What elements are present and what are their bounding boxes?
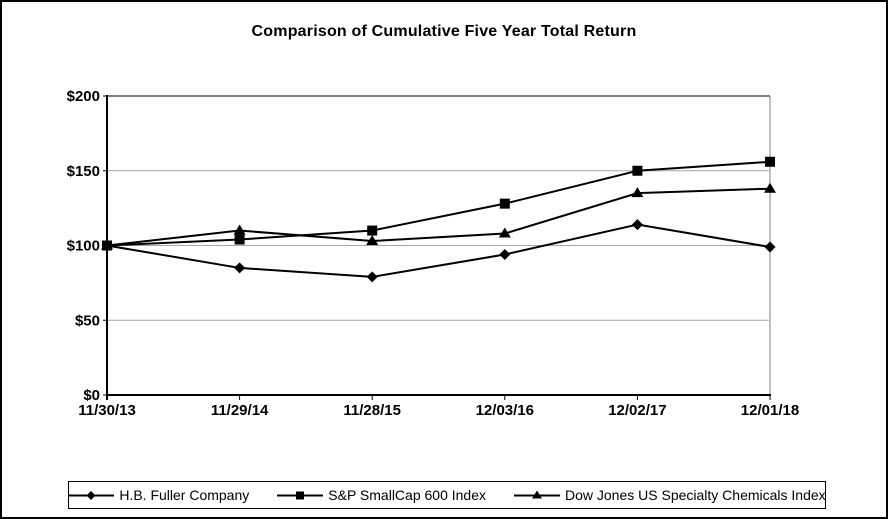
legend-label: Dow Jones US Specialty Chemicals Index bbox=[565, 487, 826, 503]
legend-label: H.B. Fuller Company bbox=[119, 487, 250, 503]
triangle-legend-icon bbox=[514, 490, 560, 498]
legend: H.B. Fuller Company S&P SmallCap 600 Inde… bbox=[68, 481, 826, 509]
legend-label: S&P SmallCap 600 Index bbox=[328, 487, 486, 503]
diamond-marker bbox=[499, 248, 511, 260]
legend-item: H.B. Fuller Company bbox=[68, 487, 249, 503]
diamond-marker bbox=[764, 241, 776, 253]
square-marker bbox=[367, 225, 378, 236]
y-tick-label: $200 bbox=[67, 88, 100, 105]
triangle-marker bbox=[233, 224, 246, 235]
triangle-marker bbox=[631, 187, 644, 198]
square-legend-icon bbox=[277, 491, 324, 499]
diamond-marker bbox=[631, 219, 643, 231]
square-marker bbox=[234, 234, 245, 245]
diamond-marker bbox=[366, 271, 378, 283]
x-tick-label: 11/30/13 bbox=[78, 402, 136, 419]
x-tick-label: 12/03/16 bbox=[476, 402, 534, 419]
x-tick-label: 12/01/18 bbox=[741, 402, 799, 419]
square-marker bbox=[499, 198, 510, 209]
triangle-marker bbox=[532, 490, 542, 498]
plot-area: $0 $50 $100 $150 $200 11/30/13 11/29/14 11/28/1… bbox=[67, 88, 800, 419]
y-tick-label: $0 bbox=[83, 387, 100, 404]
series-line-diamond bbox=[106, 223, 771, 278]
y-tick-label: $100 bbox=[67, 238, 100, 255]
series-line-square bbox=[106, 160, 771, 247]
diamond-marker bbox=[234, 262, 246, 274]
chart-title: Comparison of Cumulative Five Year Total… bbox=[251, 23, 637, 40]
square-marker bbox=[296, 491, 305, 499]
diamond-legend-icon bbox=[68, 490, 115, 500]
triangle-marker bbox=[498, 227, 511, 238]
square-marker bbox=[632, 165, 643, 176]
legend-item: Dow Jones US Specialty Chemicals Index bbox=[514, 487, 826, 503]
series-line-triangle bbox=[106, 187, 771, 247]
triangle-marker bbox=[764, 182, 776, 193]
x-tick-label: 12/02/17 bbox=[608, 402, 666, 419]
triangle-marker bbox=[366, 235, 379, 246]
x-tick-label: 11/29/14 bbox=[211, 402, 269, 419]
square-marker bbox=[765, 156, 775, 167]
diamond-marker bbox=[86, 490, 96, 500]
legend-item: S&P SmallCap 600 Index bbox=[277, 487, 486, 503]
y-tick-label: $50 bbox=[75, 312, 100, 329]
x-tick-label: 11/28/15 bbox=[343, 402, 401, 419]
y-tick-label: $150 bbox=[67, 163, 100, 180]
